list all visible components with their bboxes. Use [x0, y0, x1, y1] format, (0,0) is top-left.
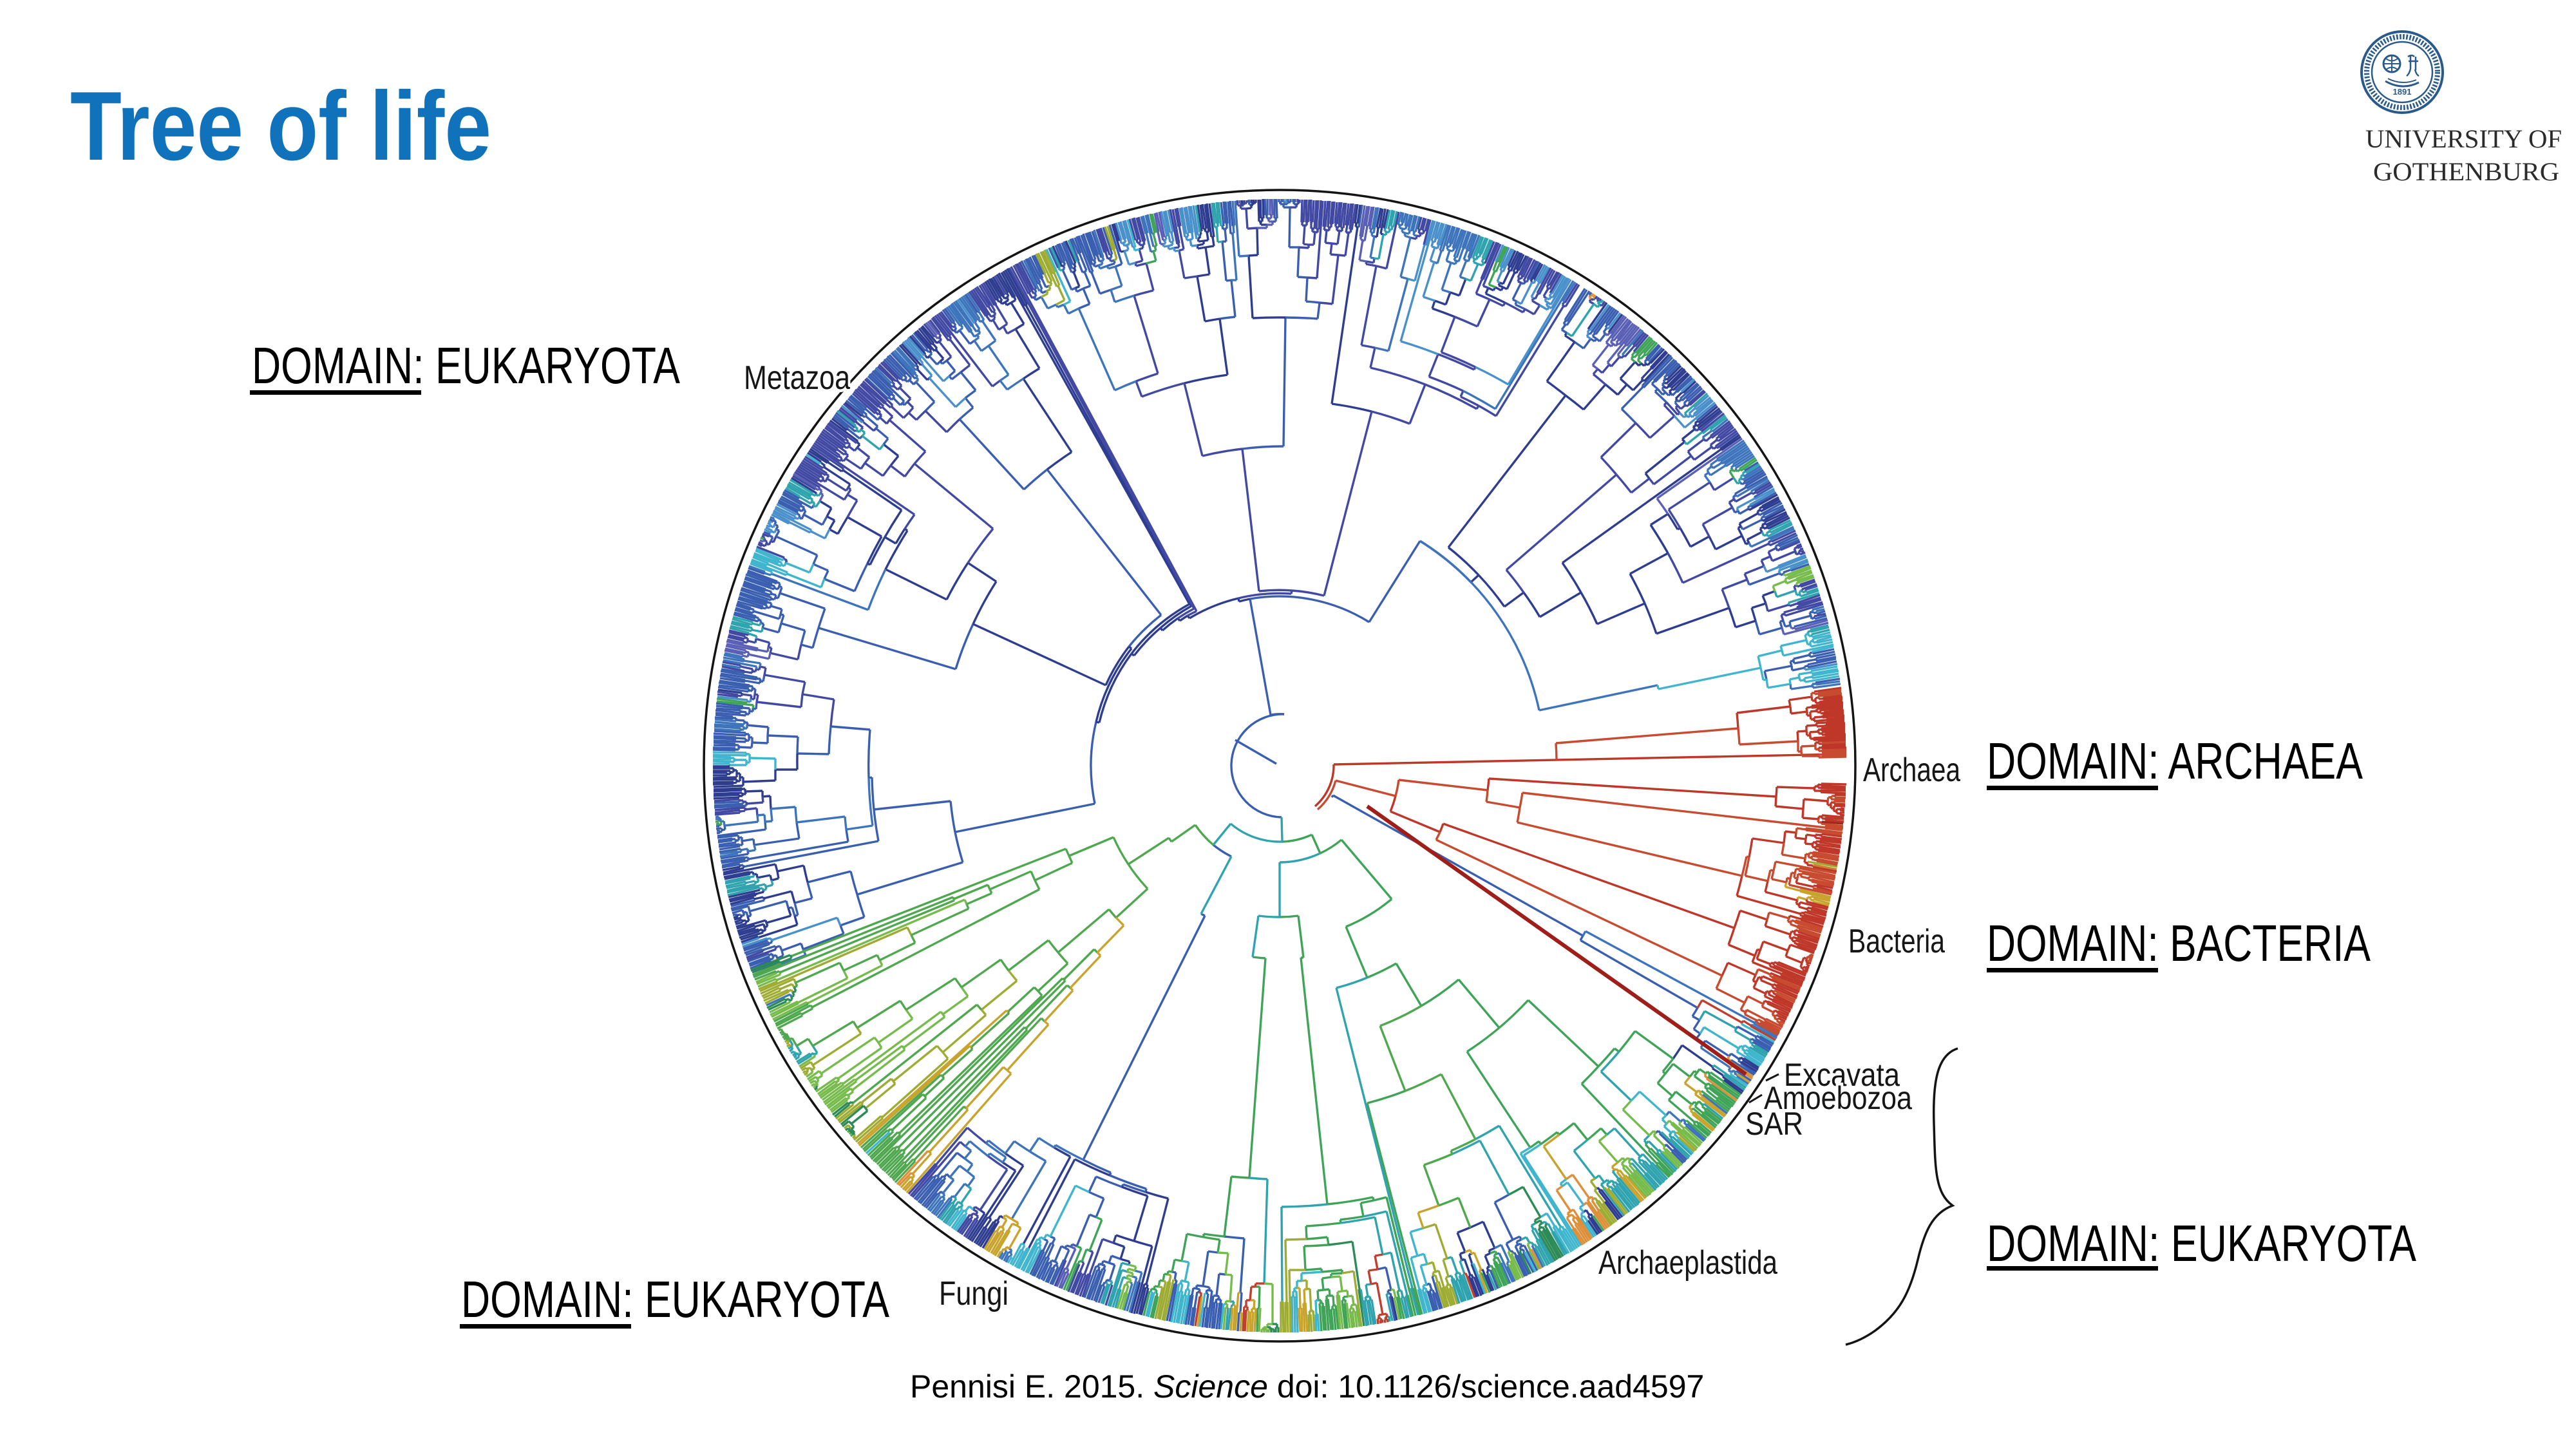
svg-text:DOMAIN: EUKARYOTA: DOMAIN: EUKARYOTA: [1987, 1215, 2416, 1272]
svg-text:DOMAIN: EUKARYOTA: DOMAIN: EUKARYOTA: [461, 1271, 889, 1328]
svg-text:1891: 1891: [2393, 87, 2412, 97]
svg-text:DOMAIN: ARCHAEA: DOMAIN: ARCHAEA: [1987, 732, 2363, 790]
svg-text:Metazoa: Metazoa: [744, 359, 850, 397]
svg-text:Bacteria: Bacteria: [1848, 923, 1945, 960]
svg-text:DOMAIN: EUKARYOTA: DOMAIN: EUKARYOTA: [252, 337, 680, 394]
svg-text:SAR: SAR: [1745, 1106, 1803, 1142]
svg-text:Excavata: Excavata: [1784, 1057, 1900, 1093]
svg-text:Tree of life: Tree of life: [70, 71, 491, 181]
svg-text:Archaea: Archaea: [1863, 752, 1960, 789]
svg-text:Pennisi E. 2015. Science doi:: Pennisi E. 2015. Science doi: 10.1126/sc…: [910, 1368, 1704, 1405]
svg-text:Archaeplastida: Archaeplastida: [1598, 1244, 1777, 1282]
svg-text:GOTHENBURG: GOTHENBURG: [2373, 157, 2559, 186]
svg-text:Amoebozoa: Amoebozoa: [1764, 1080, 1912, 1116]
svg-text:DOMAIN: BACTERIA: DOMAIN: BACTERIA: [1987, 914, 2371, 972]
svg-text:Fungi: Fungi: [939, 1275, 1009, 1312]
svg-text:UNIVERSITY OF: UNIVERSITY OF: [2365, 124, 2562, 153]
